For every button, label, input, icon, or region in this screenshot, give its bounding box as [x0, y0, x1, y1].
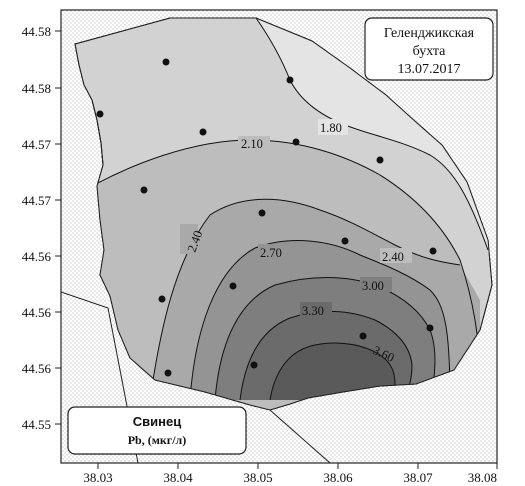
- station-point: [286, 76, 294, 84]
- isoline-2-70: [189, 240, 451, 401]
- title-line-3: 13.07.2017: [398, 62, 461, 77]
- x-tick-label: 38.07: [403, 470, 433, 485]
- isoline-label-2-10: 2.10: [241, 137, 263, 151]
- station-point: [250, 361, 258, 369]
- station-point: [162, 58, 170, 66]
- station-point: [96, 110, 104, 118]
- isoline-3-30: [239, 311, 413, 401]
- station-point: [429, 247, 437, 255]
- y-tick-label: 44.57: [22, 137, 52, 152]
- zone-3-60: [270, 343, 395, 400]
- x-tick-label: 38.03: [83, 470, 112, 485]
- station-point: [341, 237, 349, 245]
- legend-units: Pb, (мкг/л): [128, 433, 187, 447]
- map-frame: [60, 9, 498, 464]
- station-point: [258, 209, 266, 217]
- legend-title: Свинец: [133, 414, 181, 429]
- pier-line-south: [269, 409, 331, 463]
- isoline-label-1-80: 1.80: [320, 121, 342, 135]
- isoline-label-2-70: 2.70: [260, 246, 282, 260]
- isoline-3-60: [269, 342, 396, 401]
- y-tick-label: 44.57: [22, 193, 52, 208]
- x-tick-label: 38.04: [163, 470, 193, 485]
- isoline-label-3-00: 3.00: [362, 279, 384, 293]
- station-point: [426, 324, 434, 332]
- isoline-label-3-30: 3.30: [302, 304, 324, 318]
- station-point: [158, 295, 166, 303]
- y-tick-label: 44.58: [22, 24, 51, 39]
- station-point: [229, 282, 237, 290]
- y-tick-label: 44.56: [22, 305, 52, 320]
- title-line-2: бухта: [413, 44, 447, 59]
- title-line-1: Геленджикская: [384, 26, 475, 41]
- y-tick-label: 44.55: [22, 417, 51, 432]
- legend-box: Свинец Pb, (мкг/л): [67, 406, 247, 455]
- y-tick-label: 44.56: [22, 249, 52, 264]
- y-tick-label: 44.58: [22, 81, 51, 96]
- isoline-1-80: [255, 18, 489, 251]
- title-box: Геленджикская бухта 13.07.2017: [364, 17, 494, 81]
- x-tick-label: 38.06: [323, 470, 353, 485]
- x-tick-label: 38.08: [468, 470, 497, 485]
- y-tick-label: 44.56: [22, 361, 52, 376]
- isoline-2-10: [75, 139, 481, 381]
- station-point: [140, 186, 148, 194]
- x-tick-label: 38.05: [243, 470, 272, 485]
- isoline-label-2-40-east: 2.40: [382, 250, 404, 264]
- station-point: [164, 369, 172, 377]
- coast-detail-nw: [91, 99, 104, 166]
- station-point: [199, 128, 207, 136]
- station-point: [292, 138, 300, 146]
- station-point: [359, 332, 367, 340]
- station-point: [376, 156, 384, 164]
